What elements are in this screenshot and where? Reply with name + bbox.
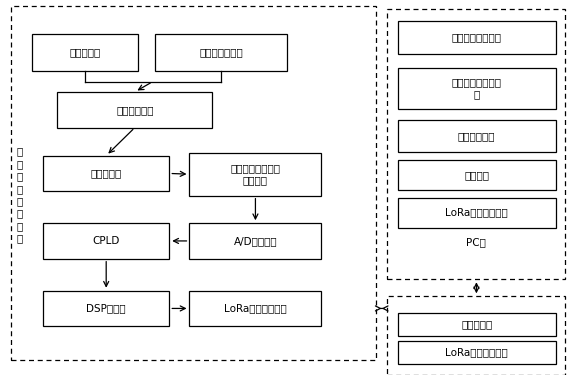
Bar: [398, 21, 556, 54]
Bar: [398, 313, 556, 336]
Text: PC机: PC机: [467, 237, 486, 247]
Bar: [398, 120, 556, 152]
Bar: [43, 223, 169, 259]
Text: 振动参数换算模块: 振动参数换算模块: [452, 33, 502, 42]
Bar: [43, 291, 169, 326]
Text: LoRa无线通信模块: LoRa无线通信模块: [445, 348, 508, 357]
Text: LoRa无线通信模块: LoRa无线通信模块: [445, 208, 508, 218]
Text: 耦合式倍频延迟锁
相环电路: 耦合式倍频延迟锁 相环电路: [230, 164, 281, 185]
Bar: [43, 156, 169, 191]
Bar: [189, 291, 321, 326]
Bar: [57, 92, 212, 128]
Text: 振
动
参
数
采
集
模
块: 振 动 参 数 采 集 模 块: [17, 147, 23, 243]
Bar: [398, 160, 556, 190]
Bar: [155, 34, 287, 71]
Text: 三维姿态传感器: 三维姿态传感器: [199, 48, 243, 57]
Text: A/D转换电路: A/D转换电路: [234, 236, 277, 246]
Text: CPLD: CPLD: [92, 236, 120, 246]
Text: 红外测距组: 红外测距组: [461, 320, 492, 329]
Bar: [32, 34, 138, 71]
Text: 风险评估模块: 风险评估模块: [458, 131, 495, 141]
Text: 抗混叠滤波器: 抗混叠滤波器: [116, 105, 154, 115]
Bar: [387, 9, 565, 279]
Text: 过零比较器: 过零比较器: [91, 168, 122, 178]
Text: LoRa无线通信模块: LoRa无线通信模块: [224, 303, 287, 313]
Bar: [189, 223, 321, 259]
Text: 自适应得分融合模
块: 自适应得分融合模 块: [452, 77, 502, 99]
Bar: [398, 198, 556, 228]
Bar: [398, 68, 556, 109]
Bar: [387, 296, 565, 375]
Text: 电压互感器: 电压互感器: [69, 48, 100, 57]
Bar: [398, 341, 556, 364]
Text: 绘图模块: 绘图模块: [464, 170, 489, 180]
Text: DSP控制器: DSP控制器: [86, 303, 126, 313]
Bar: [189, 153, 321, 196]
Bar: [11, 6, 376, 360]
